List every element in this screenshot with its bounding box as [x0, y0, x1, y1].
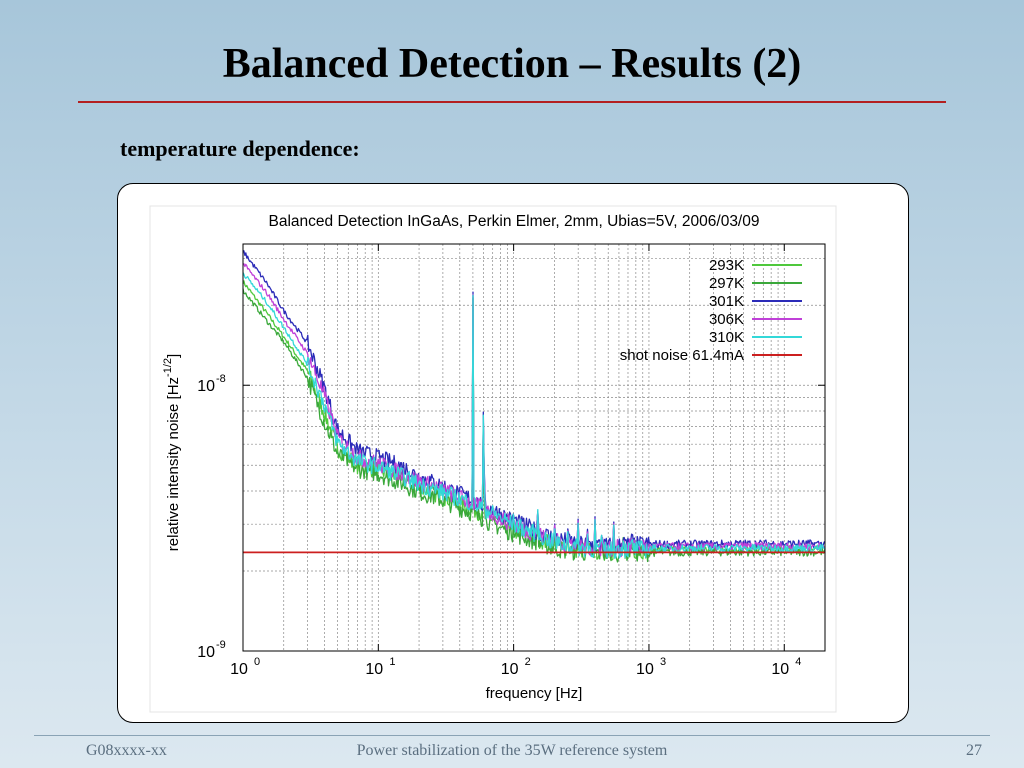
x-tick-exponent: 0 [254, 656, 260, 668]
x-tick-label: 10 [501, 661, 519, 678]
title-underline [78, 101, 946, 103]
y-tick-label: 10 [197, 644, 215, 661]
footer-divider [34, 735, 990, 736]
page-number: 27 [966, 742, 982, 759]
x-tick-exponent: 3 [660, 656, 666, 668]
plot-area-frame [242, 243, 826, 652]
slide-subheading: temperature dependence: [120, 136, 360, 161]
x-tick-label: 10 [636, 661, 654, 678]
footer-doc-id: G08xxxx-xx [86, 742, 167, 759]
x-tick-label: 10 [771, 661, 789, 678]
legend-label: shot noise 61.4mA [620, 347, 744, 364]
footer-presentation-title: Power stabilization of the 35W reference… [356, 742, 668, 759]
x-tick-exponent: 4 [795, 656, 801, 668]
legend-label: 306K [709, 311, 744, 328]
x-tick-label: 10 [365, 661, 383, 678]
y-axis-label: relative intensity noise [Hz-1/2] [162, 354, 182, 551]
legend-label: 301K [709, 293, 744, 310]
y-tick-label: 10 [197, 378, 215, 395]
legend-label: 310K [709, 329, 744, 346]
chart-card: Balanced Detection InGaAs, Perkin Elmer,… [117, 183, 909, 723]
y-tick-exponent: -8 [216, 373, 226, 385]
chart-title: Balanced Detection InGaAs, Perkin Elmer,… [269, 213, 760, 230]
series-line [242, 288, 826, 563]
noise-spectrum-chart: Balanced Detection InGaAs, Perkin Elmer,… [149, 205, 837, 713]
series-lines [242, 249, 826, 563]
x-axis-label: frequency [Hz] [486, 685, 583, 702]
axis-ticks: 10 0 10 1 10 2 10 3 10 410 -910 -8 [197, 244, 825, 678]
x-tick-exponent: 2 [525, 656, 531, 668]
legend-label: 297K [709, 275, 744, 292]
x-tick-exponent: 1 [389, 656, 395, 668]
x-tick-label: 10 [230, 661, 248, 678]
slide-title: Balanced Detection – Results (2) [222, 41, 802, 87]
legend-label: 293K [709, 257, 744, 274]
series-line [242, 272, 826, 559]
y-tick-exponent: -9 [216, 639, 226, 651]
